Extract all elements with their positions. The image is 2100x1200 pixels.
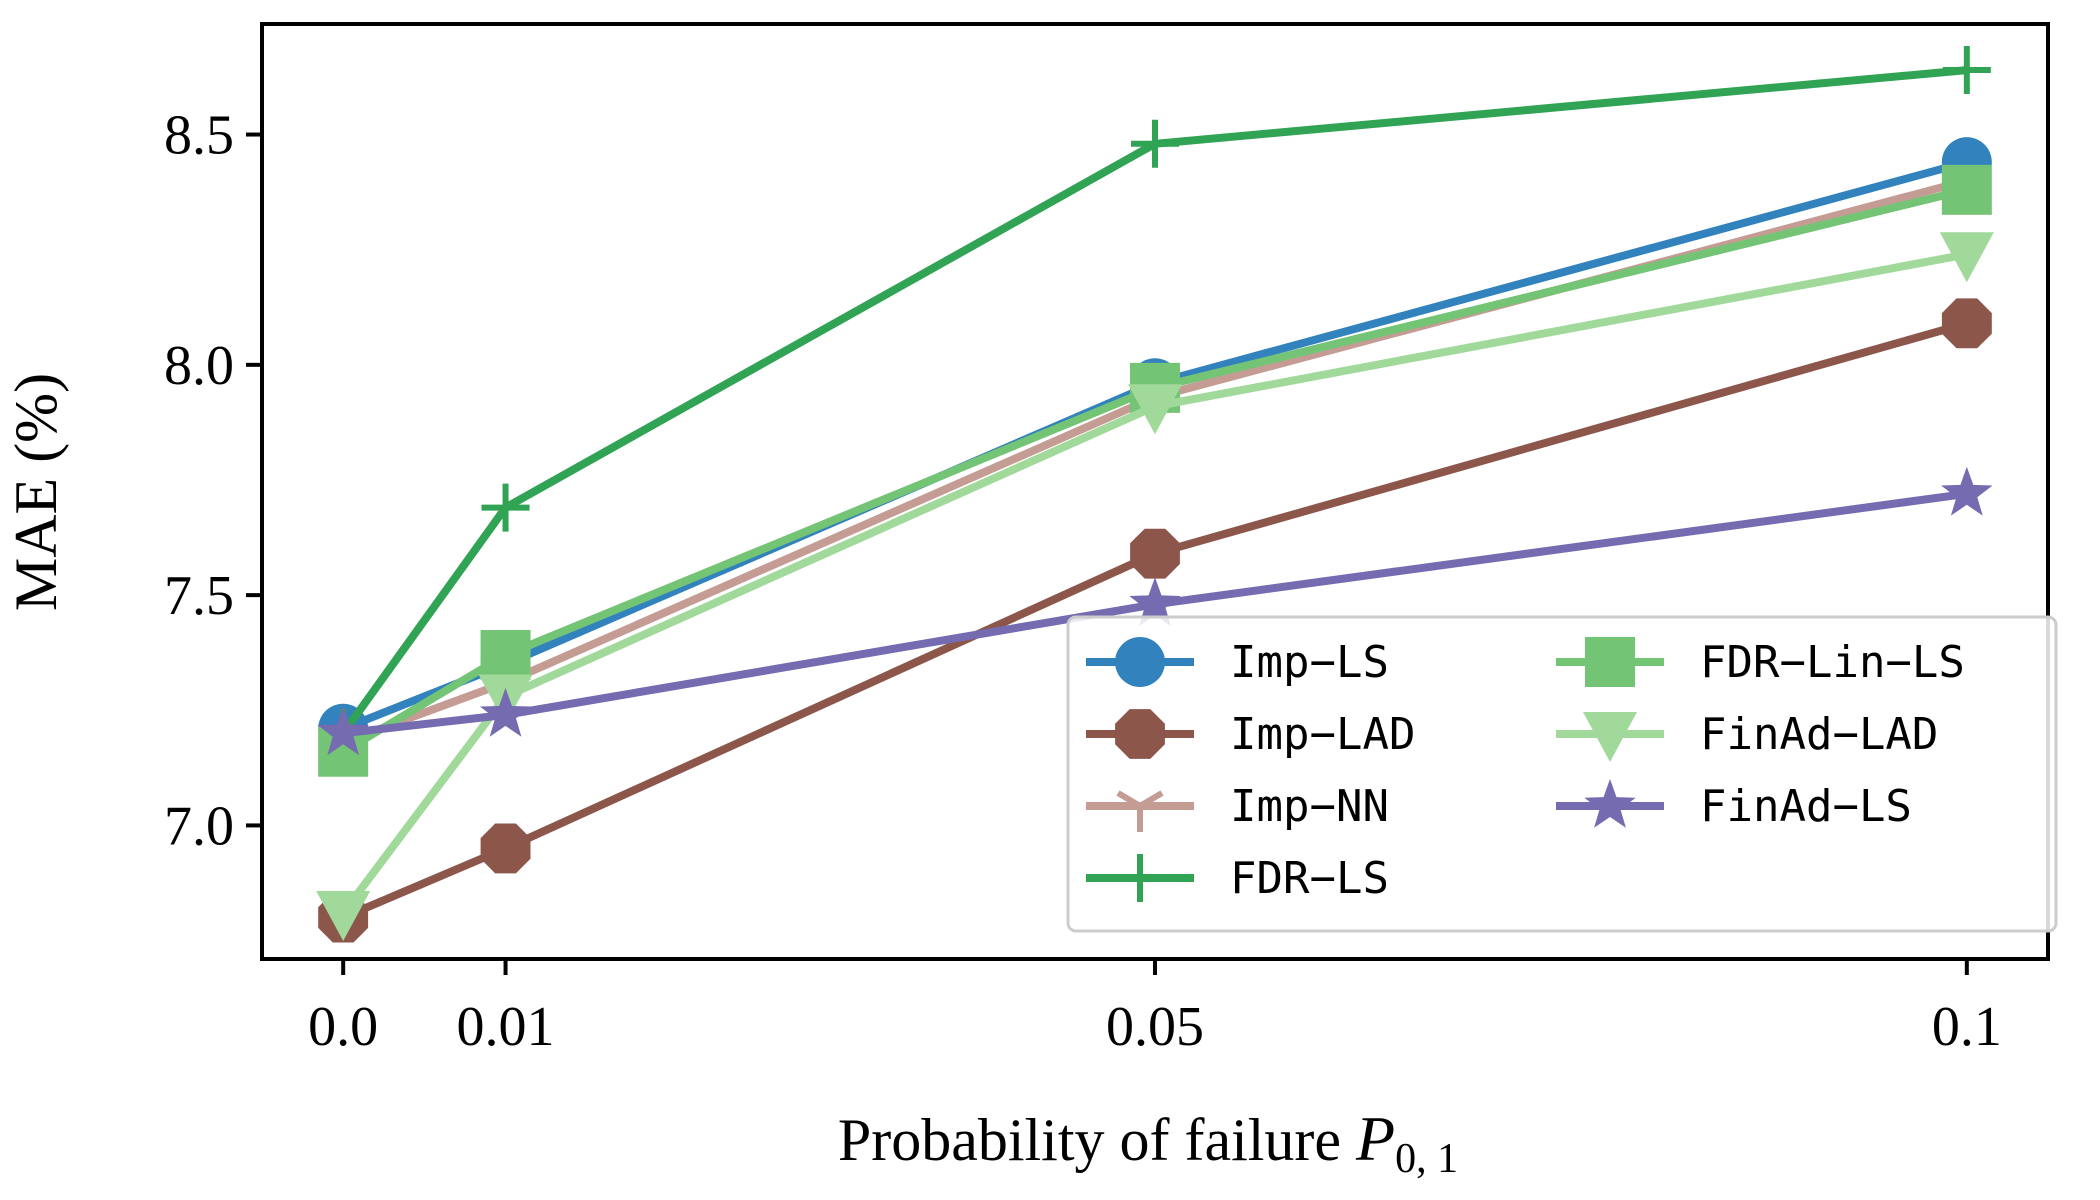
- legend-marker: [1116, 854, 1164, 902]
- legend-entry: Imp−LAD: [1086, 709, 1415, 760]
- legend-entry: FinAd−LS: [1556, 779, 1912, 832]
- data-point: [1128, 384, 1182, 435]
- legend-label: Imp−LS: [1230, 637, 1389, 688]
- legend-entry: Imp−NN: [1086, 781, 1389, 832]
- legend-label: FinAd−LAD: [1700, 709, 1938, 760]
- data-point: [480, 630, 531, 681]
- x-tick-label: 0.0: [308, 996, 378, 1058]
- legend-label: FDR−LS: [1230, 853, 1389, 904]
- data-point: [481, 483, 530, 532]
- x-tick-label: 0.1: [1932, 996, 2002, 1058]
- series-layer: [316, 46, 1994, 943]
- data-point: [1941, 466, 1993, 516]
- series-line: [342, 489, 1968, 738]
- data-point: [1942, 46, 1991, 95]
- series-4: [318, 164, 1992, 777]
- legend-label: FDR−Lin−LS: [1700, 637, 1965, 688]
- data-point: [1941, 164, 1992, 215]
- series-line: [341, 319, 1968, 922]
- legend-marker: [1115, 637, 1165, 687]
- x-tick-label: 0.05: [1106, 996, 1204, 1058]
- y-tick-label: 7.0: [164, 795, 234, 857]
- legend-entry: Imp−LS: [1086, 637, 1389, 688]
- data-point: [1130, 528, 1180, 579]
- x-axis-label-text: Probability of failure: [838, 1107, 1356, 1173]
- legend-label: Imp−LAD: [1230, 709, 1415, 760]
- series-line: [339, 66, 1968, 736]
- x-axis-label-subscript: 0, 1: [1395, 1136, 1458, 1182]
- y-axis-label: MAE (%): [3, 373, 69, 611]
- series-line: [341, 185, 1968, 756]
- legend-marker: [1585, 637, 1635, 687]
- legend: Imp−LS Imp−LAD Imp−NN FDR−LS FDR−Lin−LS FinAd…: [1066, 615, 2058, 933]
- legend-label: FinAd−LS: [1700, 781, 1912, 832]
- data-point: [1129, 577, 1181, 627]
- data-point: [1941, 298, 1992, 349]
- legend-marker: [1583, 712, 1637, 762]
- y-tick-label: 7.5: [164, 565, 234, 627]
- x-axis: 0.0 0.01 0.05 0.1: [308, 959, 2002, 1058]
- data-point: [316, 890, 371, 941]
- series-line: [340, 250, 1968, 916]
- legend-label: Imp−NN: [1230, 781, 1389, 832]
- x-axis-label-variable: P: [1355, 1103, 1395, 1174]
- x-axis-label: Probability of failure P0, 1: [838, 1103, 1458, 1182]
- legend-marker: [1116, 790, 1164, 832]
- data-point: [317, 706, 369, 756]
- legend-marker: [1584, 779, 1636, 828]
- y-axis: 7.0 7.5 8.0 8.5: [164, 105, 262, 857]
- data-point: [479, 687, 532, 737]
- y-tick-label: 8.5: [164, 105, 234, 167]
- x-tick-label: 0.01: [457, 996, 555, 1058]
- data-point: [1939, 232, 1994, 283]
- legend-frame: [1066, 615, 2058, 933]
- legend-marker: [1115, 709, 1165, 759]
- legend-entry: FDR−Lin−LS: [1556, 637, 1965, 688]
- legend-entry: FinAd−LAD: [1556, 709, 1938, 762]
- data-point: [1131, 119, 1179, 168]
- data-point: [480, 823, 531, 874]
- legend-entry: FDR−LS: [1086, 853, 1389, 904]
- y-tick-label: 8.0: [164, 335, 234, 397]
- series-6: [317, 466, 1993, 756]
